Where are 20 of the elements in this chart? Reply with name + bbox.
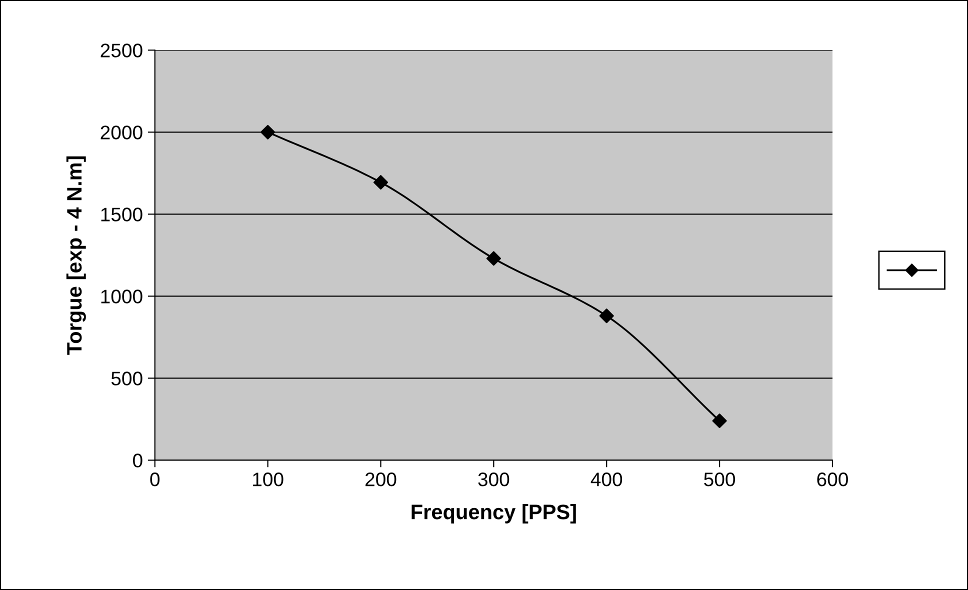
y-tick-label: 1000 [101,290,142,304]
y-axis-title: Torgue [exp - 4 N.m] [66,156,86,355]
y-tick-label: 2000 [100,126,142,140]
x-tick-label: 500 [704,472,736,486]
point [599,308,614,324]
point [712,414,727,428]
y-tick-label: 0 [133,454,142,468]
x-tick-label: 100 [253,472,284,486]
y-tick-label: 1500 [101,208,142,222]
point [486,251,501,266]
x-tick-label: 400 [590,472,622,486]
x-tick-label: 600 [817,472,848,486]
point [373,175,388,190]
y-tick-label: 500 [111,372,142,386]
x-tick-label: 200 [366,472,396,486]
x-tick-label: 0 [150,472,160,486]
y-tick-label: 2500 [100,44,142,58]
point [260,124,276,140]
x-axis-title: Frequency [PPS] [412,504,576,524]
x-tick-label: 300 [478,472,510,486]
